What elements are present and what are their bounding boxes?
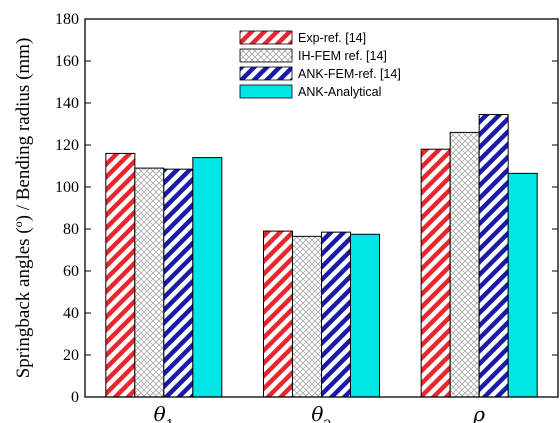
y-tick-label: 20 bbox=[63, 347, 79, 364]
axes-layer: 0 20 40 60 80 100 120 140 160 180 θ1 θ2 ρ Springback … bbox=[11, 11, 559, 423]
bar-1-1 bbox=[105, 152, 136, 398]
bars-layer bbox=[105, 114, 538, 398]
bar-3-1 bbox=[163, 168, 194, 398]
y-tick-label: 100 bbox=[55, 179, 79, 196]
y-tick-label: 120 bbox=[55, 137, 79, 154]
legend-entry-label: IH-FEM ref. [14] bbox=[298, 49, 387, 63]
bar-3-2 bbox=[321, 231, 351, 398]
x-tick-label: θ2 bbox=[311, 402, 331, 423]
legend-swatch bbox=[239, 66, 293, 81]
bar-2-3 bbox=[449, 131, 480, 398]
bar-4-1 bbox=[192, 157, 223, 398]
y-tick-label: 160 bbox=[55, 53, 79, 70]
bar-1-2 bbox=[263, 230, 293, 398]
y-tick-label: 40 bbox=[63, 305, 79, 322]
legend-entry-label: Exp-ref. [14] bbox=[298, 31, 366, 45]
legend-swatch bbox=[239, 48, 293, 63]
bar-2-1 bbox=[134, 167, 165, 398]
x-tick-label: ρ bbox=[472, 402, 485, 423]
x-tick-label: θ1 bbox=[154, 402, 174, 423]
bar-1-3 bbox=[420, 148, 451, 398]
legend-entry-label: ANK-Analytical bbox=[298, 85, 381, 99]
y-tick-label: 140 bbox=[55, 95, 79, 112]
y-axis-label: Springback angles (o) / Bending radius (… bbox=[11, 38, 34, 379]
bar-4-3 bbox=[507, 172, 538, 398]
y-tick-label: 60 bbox=[63, 263, 79, 280]
bar-3-3 bbox=[478, 114, 509, 398]
y-tick-label: 0 bbox=[71, 389, 79, 406]
legend: Exp-ref. [14] IH-FEM ref. [14] ANK-FEM-ref… bbox=[232, 25, 435, 105]
y-tick-label: 80 bbox=[63, 221, 79, 238]
y-tick-label: 180 bbox=[55, 11, 79, 28]
legend-entry-label: ANK-FEM-ref. [14] bbox=[298, 67, 401, 81]
legend-swatch bbox=[239, 84, 293, 99]
legend-swatch bbox=[239, 30, 293, 45]
bar-2-2 bbox=[292, 235, 322, 398]
bar-4-2 bbox=[350, 233, 380, 398]
